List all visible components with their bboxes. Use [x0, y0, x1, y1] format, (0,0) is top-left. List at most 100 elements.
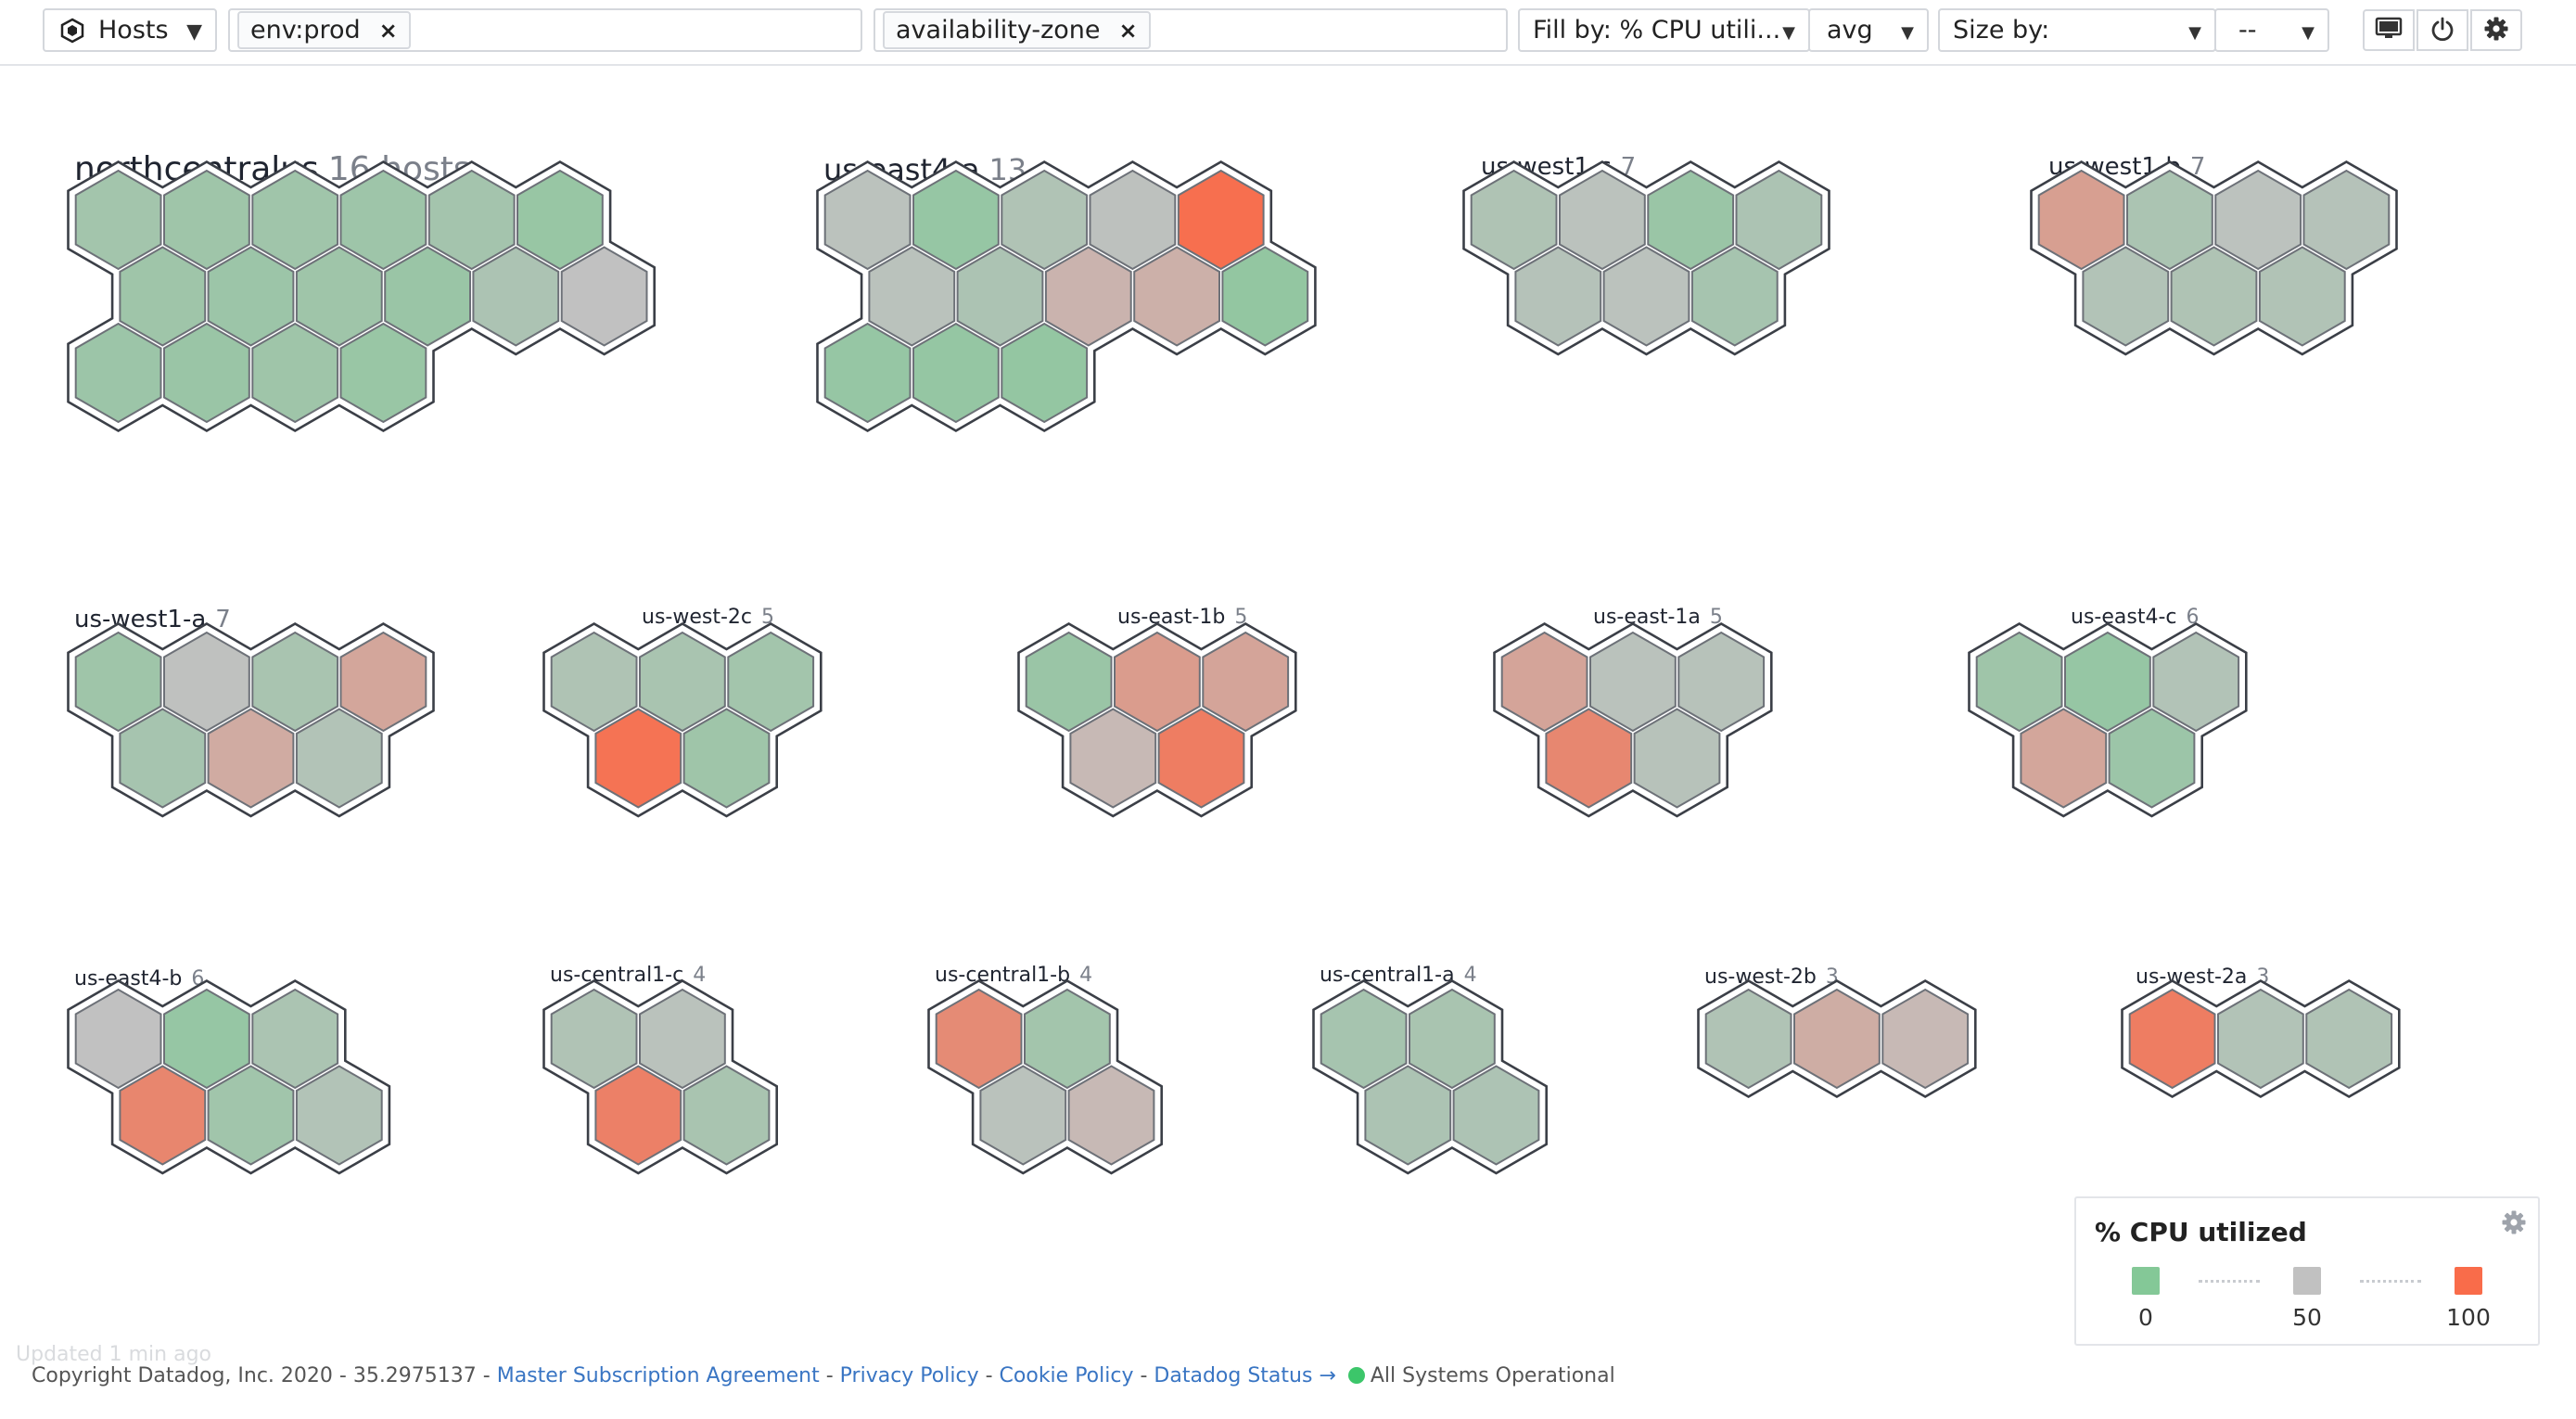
host-hex[interactable]: [1545, 708, 1633, 809]
gear-icon[interactable]: [2501, 1209, 2527, 1239]
host-hex[interactable]: [119, 246, 207, 347]
host-hex[interactable]: [1133, 246, 1220, 347]
host-hex[interactable]: [74, 631, 162, 733]
host-hex[interactable]: [251, 631, 339, 733]
host-hex[interactable]: [1114, 631, 1201, 733]
host-hex[interactable]: [682, 708, 771, 809]
host-hex[interactable]: [295, 246, 383, 347]
host-hex[interactable]: [119, 1065, 207, 1166]
host-hex[interactable]: [207, 246, 295, 347]
host-hex[interactable]: [1602, 246, 1690, 347]
host-hex[interactable]: [251, 169, 339, 271]
size-by-select[interactable]: Size by: ▼: [1938, 8, 2216, 52]
host-hex[interactable]: [1069, 708, 1157, 809]
host-hex[interactable]: [2064, 631, 2151, 733]
host-hex[interactable]: [2108, 708, 2196, 809]
host-hex[interactable]: [1409, 988, 1496, 1090]
host-hex[interactable]: [339, 322, 427, 424]
host-hex[interactable]: [1157, 708, 1245, 809]
host-hex[interactable]: [1320, 988, 1408, 1090]
host-hex[interactable]: [639, 631, 726, 733]
host-hex[interactable]: [682, 1065, 771, 1166]
host-hex[interactable]: [1470, 169, 1558, 271]
power-button[interactable]: [2417, 9, 2468, 51]
host-hex[interactable]: [1089, 169, 1177, 271]
remove-tag-icon[interactable]: ×: [378, 17, 398, 44]
host-hex[interactable]: [1633, 708, 1721, 809]
host-hex[interactable]: [1025, 631, 1113, 733]
host-hex[interactable]: [1589, 631, 1677, 733]
host-hex[interactable]: [727, 631, 815, 733]
host-hex[interactable]: [2020, 708, 2108, 809]
host-hex[interactable]: [2126, 169, 2213, 271]
group-by-input[interactable]: availability-zone ×: [874, 8, 1508, 52]
host-hex[interactable]: [163, 988, 250, 1090]
host-hex[interactable]: [1364, 1065, 1452, 1166]
privacy-link[interactable]: Privacy Policy: [839, 1364, 979, 1387]
host-hex[interactable]: [868, 246, 956, 347]
host-hex[interactable]: [1975, 631, 2063, 733]
settings-button[interactable]: [2470, 9, 2522, 51]
host-hex[interactable]: [550, 631, 638, 733]
host-hex[interactable]: [823, 169, 912, 271]
host-hex[interactable]: [74, 169, 162, 271]
host-hex[interactable]: [912, 169, 1000, 271]
host-hex[interactable]: [1044, 246, 1132, 347]
host-hex[interactable]: [1500, 631, 1588, 733]
host-hex[interactable]: [1202, 631, 1290, 733]
host-hex[interactable]: [823, 322, 912, 424]
host-hex[interactable]: [163, 169, 250, 271]
fill-by-select[interactable]: Fill by: % CPU utili... ▼: [1518, 8, 1810, 52]
host-hex[interactable]: [163, 322, 250, 424]
host-hex[interactable]: [639, 988, 726, 1090]
host-hex[interactable]: [1704, 988, 1792, 1090]
host-hex[interactable]: [251, 322, 339, 424]
host-hex[interactable]: [74, 988, 162, 1090]
host-hex[interactable]: [1514, 246, 1602, 347]
host-hex[interactable]: [1690, 246, 1779, 347]
host-hex[interactable]: [1735, 169, 1823, 271]
host-hex[interactable]: [1024, 988, 1111, 1090]
host-hex[interactable]: [594, 708, 682, 809]
host-hex[interactable]: [2037, 169, 2125, 271]
host-hex[interactable]: [251, 988, 339, 1090]
host-hex[interactable]: [2258, 246, 2346, 347]
host-hex[interactable]: [472, 246, 560, 347]
host-hex[interactable]: [295, 708, 383, 809]
host-hex[interactable]: [1793, 988, 1881, 1090]
fill-aggregation-select[interactable]: avg ▼: [1808, 8, 1929, 52]
host-hex[interactable]: [207, 1065, 295, 1166]
host-hex[interactable]: [550, 988, 638, 1090]
host-hex[interactable]: [2302, 169, 2391, 271]
host-hex[interactable]: [1221, 246, 1309, 347]
host-hex[interactable]: [339, 631, 427, 733]
host-hex[interactable]: [427, 169, 516, 271]
host-hex[interactable]: [1001, 322, 1089, 424]
host-hex[interactable]: [339, 169, 427, 271]
size-aggregation-select[interactable]: -- ▼: [2214, 8, 2329, 52]
host-hex[interactable]: [1177, 169, 1265, 271]
host-hex[interactable]: [207, 708, 295, 809]
host-hex[interactable]: [935, 988, 1023, 1090]
host-hex[interactable]: [1559, 169, 1646, 271]
host-hex[interactable]: [979, 1065, 1067, 1166]
host-hex[interactable]: [2170, 246, 2258, 347]
host-hex[interactable]: [2128, 988, 2216, 1090]
host-hex[interactable]: [516, 169, 604, 271]
host-hex[interactable]: [956, 246, 1044, 347]
status-link[interactable]: Datadog Status →: [1154, 1364, 1336, 1387]
scope-select[interactable]: Hosts ▼: [43, 8, 217, 52]
host-hex[interactable]: [2152, 631, 2240, 733]
host-hex[interactable]: [560, 246, 648, 347]
host-hex[interactable]: [163, 631, 250, 733]
host-hex[interactable]: [1677, 631, 1766, 733]
host-hex[interactable]: [295, 1065, 383, 1166]
host-hex[interactable]: [912, 322, 1000, 424]
host-hex[interactable]: [1067, 1065, 1155, 1166]
host-hex[interactable]: [119, 708, 207, 809]
host-hex[interactable]: [2217, 988, 2304, 1090]
cookie-link[interactable]: Cookie Policy: [999, 1364, 1134, 1387]
filter-tags-input[interactable]: env:prod ×: [228, 8, 862, 52]
host-hex[interactable]: [1001, 169, 1089, 271]
host-hex[interactable]: [2214, 169, 2302, 271]
